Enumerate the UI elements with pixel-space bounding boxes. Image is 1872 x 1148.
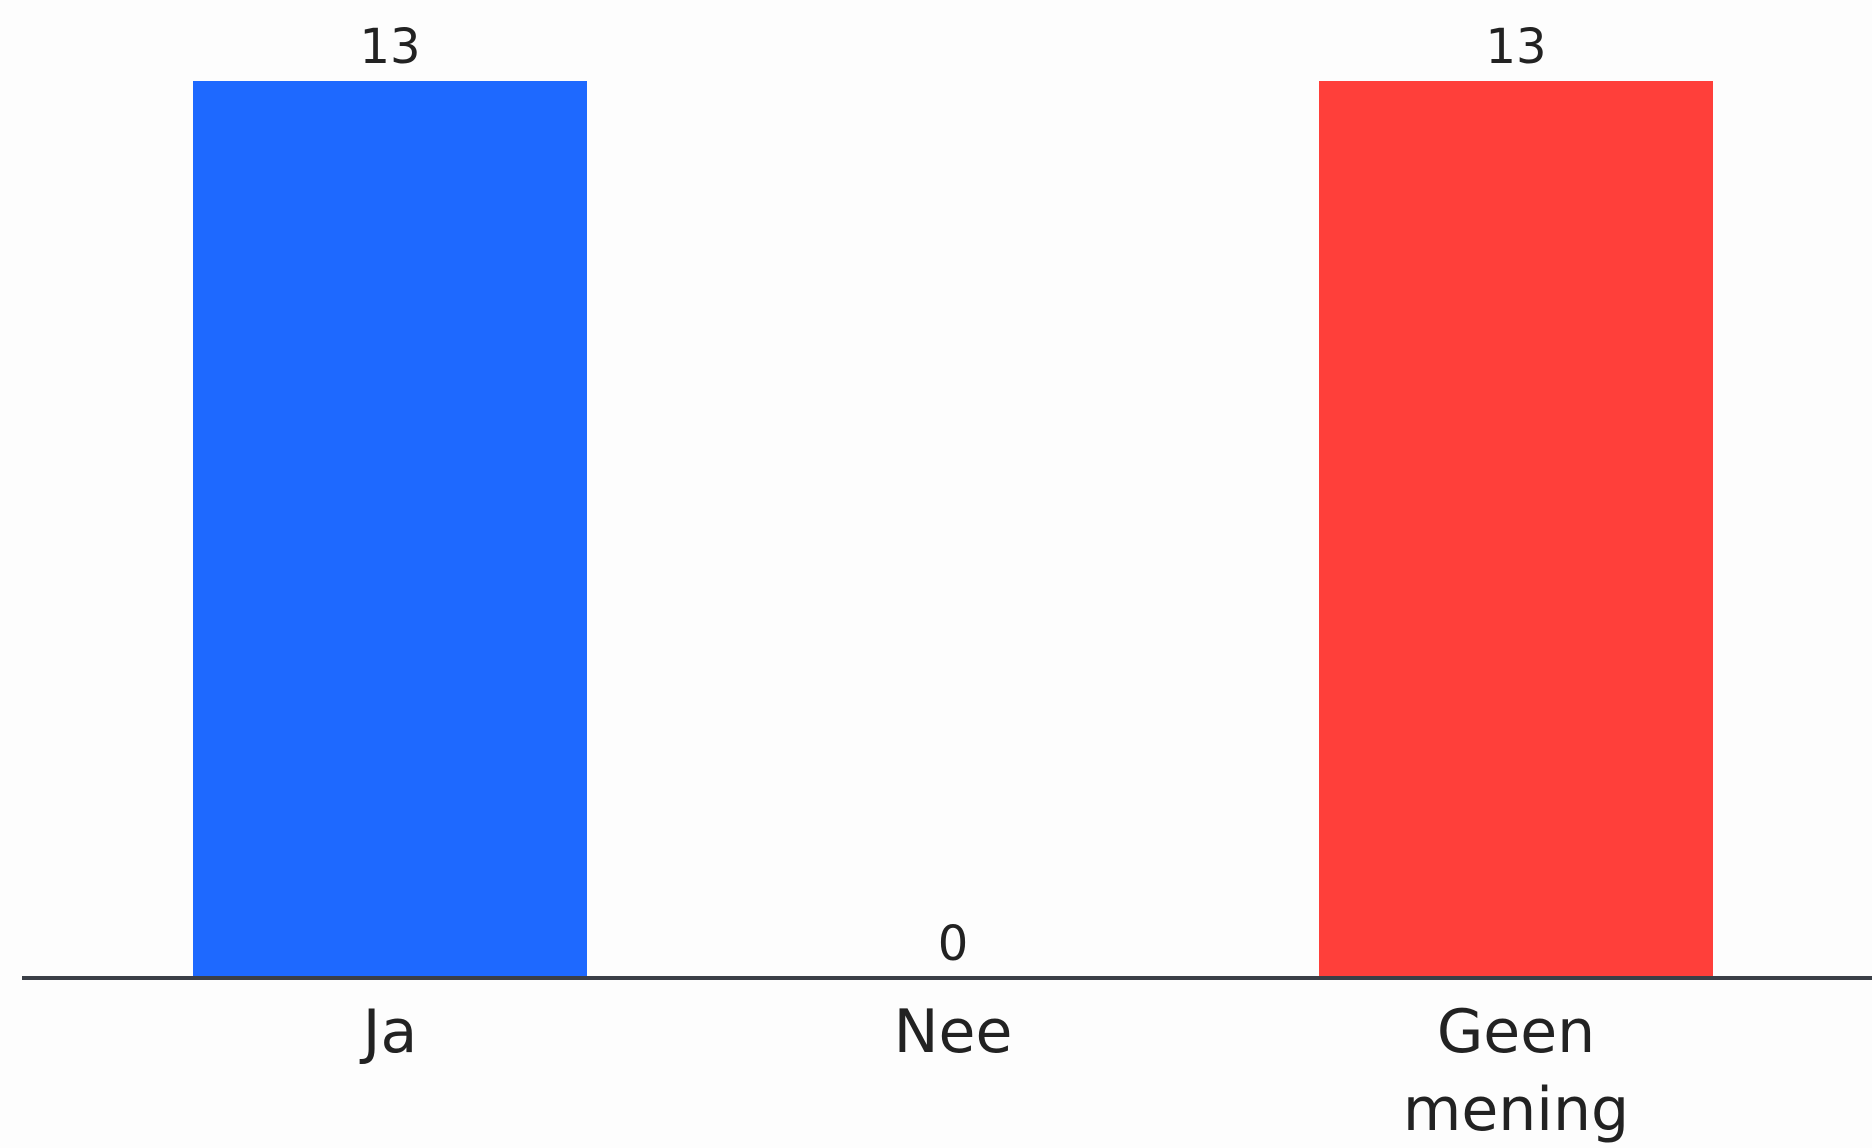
bars-layer [193,81,1713,978]
category-label-line: mening [1403,1075,1629,1145]
value-label-nee: 0 [938,916,969,972]
value-label-geen-mening: 13 [1485,19,1546,75]
value-label-ja: 13 [359,19,420,75]
category-label-geen-mening: Geen mening [1403,997,1629,1145]
bar-geen-mening [1319,81,1713,978]
category-label-nee: Nee [894,997,1013,1067]
labels-layer: 13 Ja 0 Nee 13 Geen mening [359,19,1629,1145]
bar-ja [193,81,587,978]
category-label-line: Ja [359,997,417,1067]
category-label-ja: Ja [359,997,417,1067]
category-label-line: Nee [894,997,1013,1067]
category-label-line: Geen [1437,997,1595,1067]
